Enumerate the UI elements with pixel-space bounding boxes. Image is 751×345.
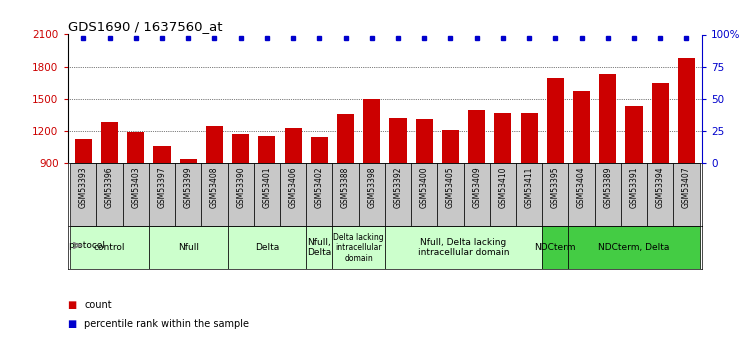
Bar (359, 163, 385, 226)
Text: GSM53410: GSM53410 (499, 166, 508, 208)
Bar (149, 163, 175, 226)
Bar (652, 83, 668, 260)
Text: GSM53399: GSM53399 (184, 166, 193, 208)
Text: GSM53391: GSM53391 (629, 166, 638, 208)
Text: GSM53392: GSM53392 (394, 166, 403, 208)
Bar (674, 163, 700, 226)
Bar (228, 226, 306, 269)
Text: control: control (94, 243, 125, 252)
Bar (206, 126, 223, 260)
Bar (542, 226, 569, 269)
Text: GSM53396: GSM53396 (105, 166, 114, 208)
Bar (599, 74, 617, 260)
Bar (311, 138, 328, 260)
Text: GSM53389: GSM53389 (603, 166, 612, 208)
Text: GSM53404: GSM53404 (577, 166, 586, 208)
Bar (626, 106, 643, 260)
Bar (333, 163, 359, 226)
Bar (337, 114, 354, 260)
Text: GSM53403: GSM53403 (131, 166, 140, 208)
Bar (390, 118, 406, 260)
Bar (333, 226, 385, 269)
Bar (678, 58, 695, 260)
Text: protocol: protocol (68, 241, 105, 250)
Bar (280, 163, 306, 226)
Bar (385, 163, 411, 226)
Bar (306, 163, 333, 226)
Bar (232, 134, 249, 260)
Text: GSM53401: GSM53401 (262, 166, 271, 208)
Bar (595, 163, 621, 226)
Bar (96, 163, 122, 226)
Text: GSM53388: GSM53388 (341, 166, 350, 208)
Bar (385, 226, 542, 269)
Bar (127, 132, 144, 260)
Text: count: count (84, 300, 112, 310)
Text: GSM53390: GSM53390 (236, 166, 245, 208)
Bar (569, 226, 700, 269)
Bar (254, 163, 280, 226)
Text: ■: ■ (68, 319, 77, 329)
Text: GSM53394: GSM53394 (656, 166, 665, 208)
Bar (490, 163, 516, 226)
Text: Delta lacking
intracellular
domain: Delta lacking intracellular domain (333, 233, 384, 263)
Text: GSM53402: GSM53402 (315, 166, 324, 208)
Text: GSM53397: GSM53397 (158, 166, 167, 208)
Text: Nfull,
Delta: Nfull, Delta (307, 238, 331, 257)
Bar (494, 113, 511, 260)
Bar (416, 119, 433, 260)
Bar (101, 122, 118, 260)
Text: NDCterm: NDCterm (535, 243, 576, 252)
Bar (569, 163, 595, 226)
Text: GSM53411: GSM53411 (525, 166, 534, 208)
Text: percentile rank within the sample: percentile rank within the sample (84, 319, 249, 329)
Bar (647, 163, 674, 226)
Text: ■: ■ (68, 300, 77, 310)
Bar (363, 99, 380, 260)
Bar (149, 226, 228, 269)
Text: Nfull: Nfull (178, 243, 199, 252)
Bar (122, 163, 149, 226)
Bar (442, 130, 459, 260)
Text: GSM53409: GSM53409 (472, 166, 481, 208)
Bar (228, 163, 254, 226)
Text: NDCterm, Delta: NDCterm, Delta (599, 243, 670, 252)
Bar (516, 163, 542, 226)
Text: Nfull, Delta lacking
intracellular domain: Nfull, Delta lacking intracellular domai… (418, 238, 509, 257)
Bar (75, 139, 92, 260)
Text: Delta: Delta (255, 243, 279, 252)
Bar (201, 163, 228, 226)
Bar (468, 110, 485, 260)
Text: GSM53407: GSM53407 (682, 166, 691, 208)
Bar (547, 79, 564, 260)
Bar (621, 163, 647, 226)
Bar (70, 163, 96, 226)
Text: GSM53398: GSM53398 (367, 166, 376, 208)
Text: GSM53400: GSM53400 (420, 166, 429, 208)
Bar (179, 159, 197, 260)
Text: GSM53406: GSM53406 (288, 166, 297, 208)
Text: GSM53408: GSM53408 (210, 166, 219, 208)
Text: GSM53395: GSM53395 (550, 166, 559, 208)
Bar (153, 146, 170, 260)
Bar (573, 91, 590, 260)
Bar (306, 226, 333, 269)
Bar (463, 163, 490, 226)
Bar (258, 136, 276, 260)
Text: GSM53393: GSM53393 (79, 166, 88, 208)
Text: GDS1690 / 1637560_at: GDS1690 / 1637560_at (68, 20, 222, 33)
Bar (175, 163, 201, 226)
Bar (70, 226, 149, 269)
Bar (520, 113, 538, 260)
Bar (437, 163, 463, 226)
Bar (285, 128, 302, 260)
Bar (411, 163, 437, 226)
Bar (542, 163, 569, 226)
Text: GSM53405: GSM53405 (446, 166, 455, 208)
